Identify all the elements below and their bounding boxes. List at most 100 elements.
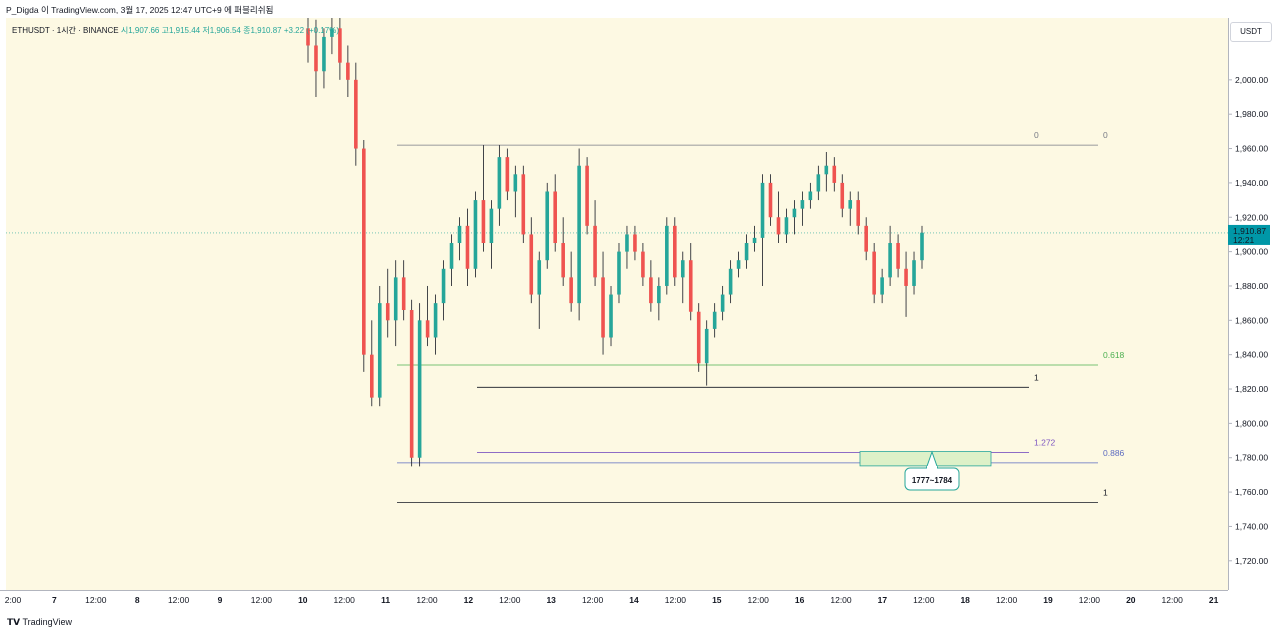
candle-body [760, 182, 765, 238]
candle-body [696, 311, 701, 364]
y-tick-label: 1,740.00 [1235, 521, 1268, 531]
candle-body [585, 165, 589, 226]
x-tick-label: 12 [464, 595, 474, 605]
candle-body [824, 165, 829, 175]
x-tick-label: 21 [1209, 595, 1219, 605]
fib-level-label: 1.272 [1034, 438, 1056, 448]
chart-plot-area[interactable] [6, 18, 1228, 590]
callout-joint [927, 466, 937, 470]
x-tick-label: 12:00 [913, 595, 935, 605]
x-tick-label: 12:00 [830, 595, 852, 605]
x-tick-label: 10 [298, 595, 308, 605]
ohlc-values: 시1,907.66 고1,915.44 저1,906.54 종1,910.87 … [121, 26, 339, 35]
x-tick-label: 12:00 [748, 595, 770, 605]
open-label: 시 [120, 26, 129, 35]
candle-body [354, 79, 358, 149]
tradingview-logo-text: TradingView [22, 617, 72, 627]
y-tick-label: 1,720.00 [1235, 556, 1268, 566]
fib-level-label: 1 [1034, 372, 1039, 382]
x-tick-label: 12:00 [416, 595, 438, 605]
candle-body [441, 268, 446, 304]
tv-logo-icon: 𝗧𝗩 [7, 617, 21, 627]
target-zone-box [859, 451, 992, 467]
candle-body [409, 310, 414, 458]
x-tick-label: 12:00 [582, 595, 604, 605]
candle-body [680, 260, 685, 278]
candle-body [768, 182, 773, 218]
x-tick-label: 12:00 [665, 595, 687, 605]
candle-body [601, 277, 605, 338]
x-tick-label: 9 [218, 595, 223, 605]
y-tick-label: 1,880.00 [1235, 281, 1268, 291]
candle-body [625, 234, 629, 252]
candle-body [856, 200, 861, 226]
candle-body [864, 225, 868, 252]
candle-body [481, 200, 486, 244]
candle-body [641, 251, 645, 278]
high-label: 고 [161, 26, 169, 35]
y-tick-label: 1,760.00 [1235, 487, 1268, 497]
last-price-badge [1228, 224, 1270, 245]
header-bar: P_Digda 이 TradingView.com, 3월 17, 2025 1… [0, 0, 1280, 18]
x-tick-label: 12:00 [168, 595, 190, 605]
y-tick-label: 1,980.00 [1235, 109, 1268, 119]
candle-body [577, 165, 581, 304]
candle-body [521, 174, 526, 235]
candle-body [465, 225, 470, 269]
currency-button[interactable]: USDT [1230, 22, 1272, 42]
open-value: 1,907.66 [128, 26, 160, 35]
candle-body [417, 320, 422, 458]
candle-body [306, 28, 310, 46]
candle-body [840, 182, 845, 209]
x-tick-label: 12:00 [85, 595, 107, 605]
candle-body [649, 277, 653, 304]
candle-body [832, 165, 837, 183]
candle-body [816, 174, 821, 192]
candle-body [377, 303, 382, 398]
close-value: 1,910.87 [250, 26, 282, 35]
low-value: 1,906.54 [209, 26, 241, 35]
footer: 𝗧𝗩 TradingView [0, 610, 1280, 634]
candle-body [569, 277, 573, 304]
x-tick-label: 17 [878, 595, 888, 605]
y-tick-label: 1,900.00 [1235, 247, 1268, 257]
x-tick-label: 12:00 [1162, 595, 1184, 605]
time-scale[interactable] [0, 590, 1228, 611]
candle-body [473, 200, 478, 269]
candle-body [393, 277, 398, 321]
candle-body [497, 157, 502, 209]
y-tick-label: 1,960.00 [1235, 144, 1268, 154]
symbol-name: ETHUSDT · 1시간 · BINANCE [12, 26, 119, 35]
y-tick-label: 1,840.00 [1235, 350, 1268, 360]
candle-body [848, 200, 853, 209]
candle-body [880, 277, 884, 295]
candle-body [896, 243, 900, 269]
price-scale[interactable] [1228, 18, 1280, 590]
candle-body [401, 277, 406, 311]
candle-body [617, 251, 621, 295]
y-tick-label: 1,800.00 [1235, 418, 1268, 428]
candle-body [704, 328, 709, 364]
publish-title: P_Digda 이 TradingView.com, 3월 17, 2025 1… [6, 5, 274, 15]
candle-body [489, 208, 494, 244]
x-tick-label: 14 [629, 595, 639, 605]
candle-body [872, 251, 876, 295]
x-tick-label: 19 [1043, 595, 1053, 605]
candle-body [633, 234, 637, 252]
candle-body [720, 294, 725, 312]
fib-level-label: 0.618 [1103, 350, 1125, 360]
candle-body [712, 311, 717, 329]
symbol-legend: ETHUSDT · 1시간 · BINANCE 시1,907.66 고1,915… [12, 25, 339, 36]
y-tick-label: 1,780.00 [1235, 453, 1268, 463]
last-price-value: 1,910.87 [1233, 226, 1266, 236]
candle-body [665, 225, 669, 286]
callout-pointer [925, 450, 939, 470]
candle-body [433, 303, 438, 338]
x-tick-label: 11 [381, 595, 390, 605]
candle-body [792, 208, 797, 218]
candle-body [800, 200, 805, 209]
x-tick-label: 15 [712, 595, 722, 605]
candle-body [369, 354, 374, 398]
tradingview-logo: 𝗧𝗩 TradingView [7, 617, 72, 628]
